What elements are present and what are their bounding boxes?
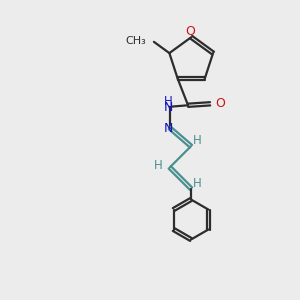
Text: H: H bbox=[154, 158, 162, 172]
Text: H: H bbox=[193, 177, 202, 190]
Text: N: N bbox=[164, 101, 173, 114]
Text: H: H bbox=[164, 95, 173, 108]
Text: H: H bbox=[193, 134, 202, 147]
Text: O: O bbox=[215, 97, 225, 110]
Text: N: N bbox=[164, 122, 173, 135]
Text: CH₃: CH₃ bbox=[125, 36, 146, 46]
Text: O: O bbox=[186, 26, 196, 38]
